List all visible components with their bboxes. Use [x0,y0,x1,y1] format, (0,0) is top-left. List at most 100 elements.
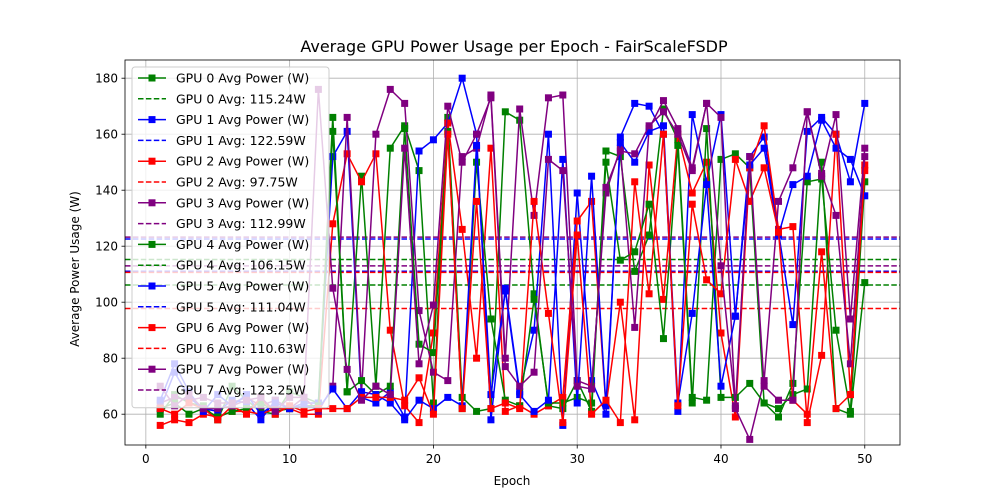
data-point [156,405,164,413]
data-point [803,419,811,427]
data-point [717,393,725,401]
data-point [530,211,538,219]
data-point [731,150,739,158]
data-point [746,153,754,161]
data-point [616,419,624,427]
data-point [717,155,725,163]
y-tick-label: 180 [95,72,118,86]
data-point [429,136,437,144]
data-point [372,399,380,407]
legend-avg-label: GPU 4 Avg: 106.15W [176,258,306,273]
data-point [185,419,193,427]
data-point [861,167,869,175]
data-point [458,153,466,161]
data-point [473,197,481,205]
data-point [631,158,639,166]
data-point [588,385,596,393]
data-point [573,189,581,197]
data-point [573,399,581,407]
data-point [731,402,739,410]
data-point [688,167,696,175]
data-point [746,435,754,443]
data-point [401,144,409,152]
data-point [501,287,509,295]
data-point [602,183,610,191]
data-point [803,172,811,180]
data-point [631,323,639,331]
legend-marker-swatch [148,157,156,165]
data-point [358,172,366,180]
data-point [544,309,552,317]
legend-marker-swatch [148,282,156,290]
data-point [616,298,624,306]
data-point [329,405,337,413]
data-point [487,416,495,424]
data-point [703,181,711,189]
data-point [343,113,351,121]
x-tick-label: 10 [282,452,297,466]
data-point [473,158,481,166]
data-point [458,225,466,233]
data-point [703,396,711,404]
data-point [631,416,639,424]
data-point [343,405,351,413]
data-point [616,147,624,155]
data-point [645,161,653,169]
data-point [631,267,639,275]
data-point [271,407,279,415]
data-point [674,130,682,138]
data-point [487,405,495,413]
x-tick-label: 40 [713,452,728,466]
data-point [544,396,552,404]
data-point [602,158,610,166]
data-point [329,385,337,393]
data-point [401,125,409,133]
data-point [458,74,466,82]
data-point [473,354,481,362]
y-tick-label: 120 [95,240,118,254]
data-point [760,164,768,172]
data-point [746,379,754,387]
data-point [516,382,524,390]
data-point [501,407,509,415]
data-point [329,127,337,135]
data-point [559,155,567,163]
data-point [544,94,552,102]
data-point [688,111,696,119]
data-point [631,99,639,107]
data-point [674,407,682,415]
legend-entry-label: GPU 6 Avg Power (W) [176,320,309,335]
data-point [429,301,437,309]
data-point [458,158,466,166]
legend-entry-label: GPU 1 Avg Power (W) [176,112,309,127]
data-point [573,217,581,225]
data-point [516,405,524,413]
data-point [631,150,639,158]
legend-marker-swatch [148,116,156,124]
legend-entry-label: GPU 0 Avg Power (W) [176,71,309,86]
data-point [789,164,797,172]
y-tick-label: 100 [95,296,118,310]
data-point [688,309,696,317]
data-point [775,396,783,404]
data-point [688,189,696,197]
data-point [257,410,265,418]
data-point [372,393,380,401]
data-point [329,153,337,161]
data-point [429,329,437,337]
data-point [386,326,394,334]
data-point [329,113,337,121]
data-point [444,130,452,138]
legend-marker-swatch [148,365,156,373]
x-tick-label: 20 [426,452,441,466]
data-point [645,102,653,110]
data-point [401,416,409,424]
y-axis-label: Average Power Usage (W) [68,191,82,347]
data-point [559,91,567,99]
data-point [818,172,826,180]
data-point [659,130,667,138]
data-point [631,248,639,256]
data-point [415,419,423,427]
data-point [803,385,811,393]
data-point [559,393,567,401]
